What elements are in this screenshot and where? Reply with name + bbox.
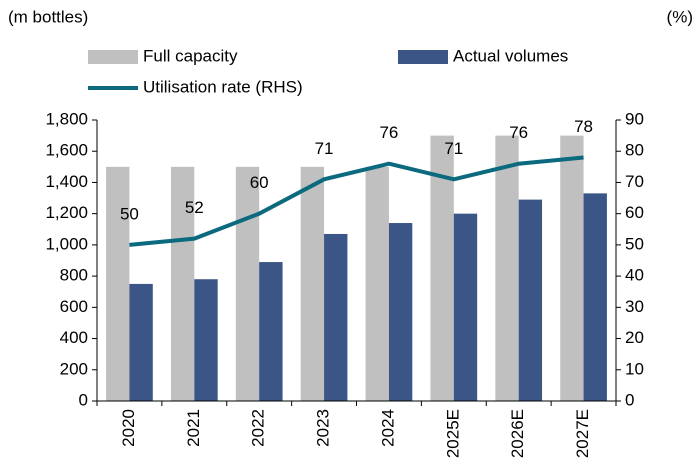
data-label: 71 bbox=[444, 139, 463, 158]
y-tick-label: 1,800 bbox=[45, 109, 88, 128]
y-tick-label: 1,000 bbox=[45, 234, 88, 253]
data-label: 60 bbox=[250, 173, 269, 192]
bar bbox=[235, 166, 260, 401]
bar bbox=[170, 166, 195, 401]
y-tick-label: 400 bbox=[60, 328, 88, 347]
bar bbox=[518, 199, 543, 401]
bar bbox=[583, 193, 607, 401]
data-label: 76 bbox=[379, 123, 398, 142]
bar bbox=[106, 166, 130, 401]
x-tick-label: 2025E bbox=[443, 409, 462, 458]
bar bbox=[300, 166, 325, 401]
y2-tick-label: 20 bbox=[625, 328, 644, 347]
data-label: 52 bbox=[185, 198, 204, 217]
y2-tick-label: 90 bbox=[625, 109, 644, 128]
x-tick-label: 2020 bbox=[119, 409, 138, 447]
y2-tick-label: 10 bbox=[625, 359, 644, 378]
bar bbox=[560, 135, 584, 401]
legend-swatch bbox=[88, 50, 138, 64]
y2-tick-label: 80 bbox=[625, 141, 644, 160]
legend-swatch bbox=[398, 50, 448, 64]
bar bbox=[430, 135, 454, 401]
x-tick-label: 2026E bbox=[508, 409, 527, 458]
bar bbox=[324, 233, 348, 401]
y-tick-label: 200 bbox=[60, 359, 88, 378]
data-label: 76 bbox=[509, 123, 528, 142]
data-label: 71 bbox=[315, 139, 334, 158]
y-tick-label: 800 bbox=[60, 266, 88, 285]
y2-tick-label: 70 bbox=[625, 172, 644, 191]
bar bbox=[194, 279, 218, 401]
bar bbox=[453, 213, 478, 401]
y2-tick-label: 40 bbox=[625, 266, 644, 285]
y2-tick-label: 0 bbox=[625, 390, 634, 409]
y-tick-label: 1,200 bbox=[45, 203, 88, 222]
bar bbox=[495, 135, 519, 401]
y2-tick-label: 30 bbox=[625, 297, 644, 316]
y-tick-label: 0 bbox=[79, 390, 88, 409]
x-tick-label: 2021 bbox=[184, 409, 203, 447]
y2-tick-label: 50 bbox=[625, 234, 644, 253]
bar bbox=[388, 223, 413, 401]
bar bbox=[365, 166, 389, 401]
data-label: 50 bbox=[120, 204, 139, 223]
x-tick-label: 2024 bbox=[378, 409, 397, 447]
bar bbox=[259, 262, 283, 401]
line bbox=[129, 155, 584, 247]
y2-tick-label: 60 bbox=[625, 203, 644, 222]
y-tick-label: 1,400 bbox=[45, 172, 88, 191]
x-tick-label: 2023 bbox=[314, 409, 333, 447]
legend-label: Actual volumes bbox=[453, 46, 568, 65]
y-tick-label: 1,600 bbox=[45, 141, 88, 160]
legend-label: Full capacity bbox=[143, 46, 238, 65]
y2-axis-label: (%) bbox=[667, 7, 693, 26]
bar bbox=[129, 283, 153, 401]
x-tick-label: 2022 bbox=[249, 409, 268, 447]
data-label: 78 bbox=[574, 117, 593, 136]
x-tick-label: 2027E bbox=[573, 409, 592, 458]
y-axis-label: (m bottles) bbox=[8, 7, 88, 26]
legend-label: Utilisation rate (RHS) bbox=[143, 77, 303, 96]
y-tick-label: 600 bbox=[60, 297, 88, 316]
